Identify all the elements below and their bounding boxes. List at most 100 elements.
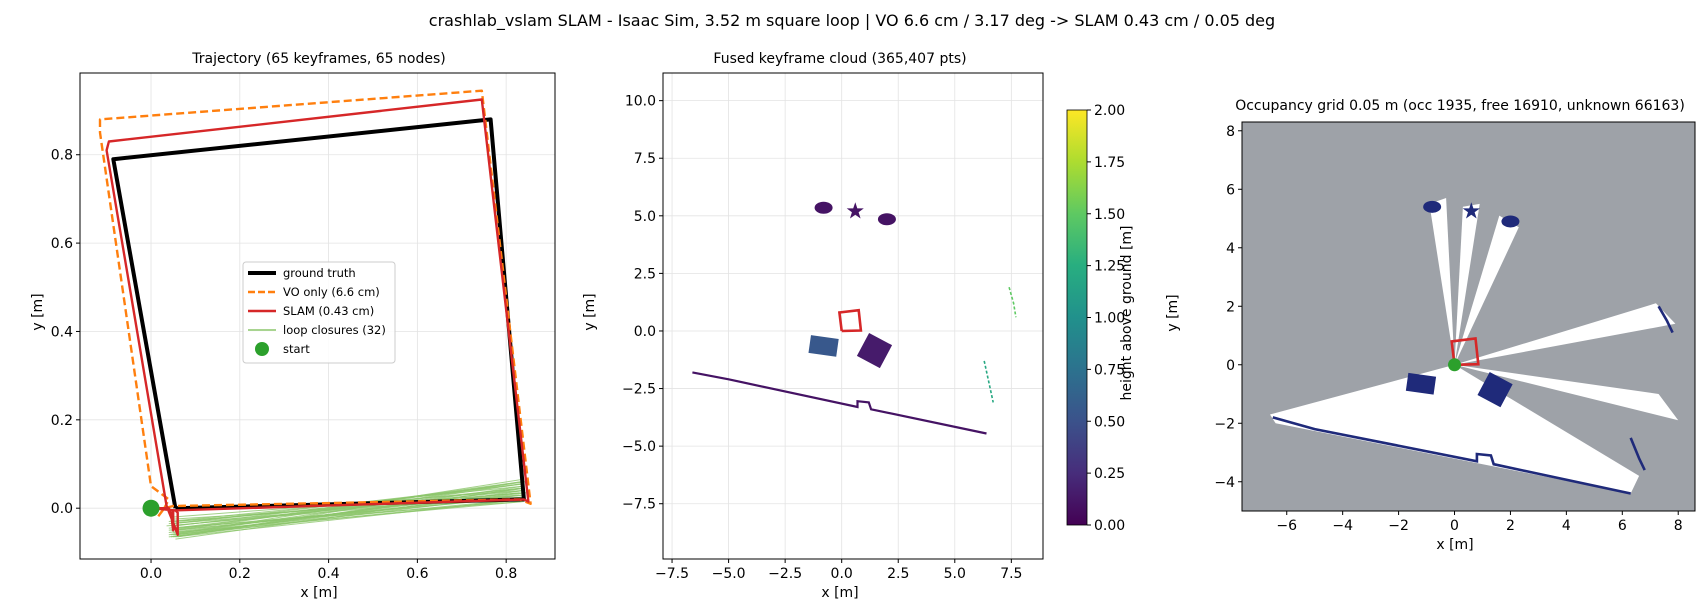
traj-ytick-label-2: 0.4 <box>51 324 73 340</box>
colorbar-tick-label-5: 1.25 <box>1094 259 1125 275</box>
legend-label-loop-closures: loop closures (32) <box>283 323 386 337</box>
grid-trajectory <box>1450 336 1480 367</box>
colorbar-tick-label-2: 0.50 <box>1094 414 1125 430</box>
cloud-ytick-label-4: 2.5 <box>634 266 656 282</box>
grid-ytick-label-0: −4 <box>1214 475 1235 491</box>
grid-ytick-label-4: 4 <box>1226 241 1235 257</box>
occupancy-ylabel: y [m] <box>1165 294 1181 331</box>
grid-frame <box>1241 121 1696 512</box>
occupancy-plot-area: −6 −4 −2 0 2 4 6 8 −4 −2 0 2 4 6 8 <box>1214 121 1696 534</box>
colorbar-tick-label-4: 1.00 <box>1094 311 1125 327</box>
grid-ytick-label-5: 6 <box>1226 182 1235 198</box>
grid-free-region-5 <box>1454 215 1519 365</box>
cloud-xtick-label-5: 5.0 <box>944 566 966 582</box>
legend-label-slam: SLAM (0.43 cm) <box>283 304 374 318</box>
cloud-xlabel: x [m] <box>821 585 858 601</box>
cloud-ytick-label-0: −7.5 <box>622 497 656 513</box>
cloud-colorbar: 0.00 0.25 0.50 0.75 1.00 1.25 1.50 1.75 2.00 <box>1066 103 1125 534</box>
cloud-plot-area: −7.5 −5.0 −2.5 0.0 2.5 5.0 7.5 −7.5 −5.0 −2.5 0.0 2… <box>622 72 1044 582</box>
cloud-cluster-1 <box>846 202 864 219</box>
occupancy-panel: Occupancy grid 0.05 m (occ 1935, free 16… <box>1165 98 1696 553</box>
cloud-xtick-label-0: −7.5 <box>655 566 689 582</box>
grid-wall-1 <box>1657 305 1674 334</box>
grid-occ-cluster-0 <box>1423 200 1442 213</box>
grid-occ-cluster-4 <box>1477 372 1513 408</box>
grid-free-region-3 <box>1429 198 1455 365</box>
grid-xtick-label-4: 2 <box>1506 518 1515 534</box>
colorbar-tick-label-3: 0.75 <box>1094 362 1125 378</box>
colorbar-tick-label-7: 1.75 <box>1094 155 1125 171</box>
grid-occ-cluster-1 <box>1462 202 1480 219</box>
grid-xtick-label-6: 6 <box>1618 518 1627 534</box>
grid-xtick-label-1: −4 <box>1332 518 1353 534</box>
traj-ytick-label-0: 0.0 <box>51 501 73 517</box>
traj-ytick-label-3: 0.6 <box>51 236 73 252</box>
cloud-xtick-label-4: 2.5 <box>887 566 909 582</box>
trajectory-plot-area: 0.0 0.2 0.4 0.6 0.8 0.0 0.2 0.4 0.6 0.8 <box>51 72 556 582</box>
grid-xtick-label-0: −6 <box>1276 518 1297 534</box>
grid-wall-2 <box>1629 437 1646 471</box>
legend-label-start: start <box>283 342 310 356</box>
traj-xtick-label-1: 0.2 <box>229 566 251 582</box>
grid-xtick-label-3: 0 <box>1450 518 1459 534</box>
cloud-title: Fused keyframe cloud (365,407 pts) <box>713 51 966 67</box>
grid-ytick-label-6: 8 <box>1226 124 1235 140</box>
cloud-ylabel: y [m] <box>582 293 598 330</box>
traj-xtick-label-0: 0.0 <box>140 566 162 582</box>
occupancy-title: Occupancy grid 0.05 m (occ 1935, free 16… <box>1235 98 1685 114</box>
grid-ytick-label-1: −2 <box>1214 416 1235 432</box>
grid-start-marker <box>1448 358 1462 372</box>
trajectory-legend: ground truth VO only (6.6 cm) SLAM (0.43… <box>242 261 396 364</box>
cloud-frame <box>662 72 1044 560</box>
cloud-trajectory <box>837 308 863 333</box>
trajectory-xlabel: x [m] <box>300 585 337 601</box>
legend-swatch-start <box>255 342 269 356</box>
cloud-ytick-label-5: 5.0 <box>634 209 656 225</box>
figure-suptitle: crashlab_vslam SLAM - Isaac Sim, 3.52 m … <box>429 11 1275 31</box>
trajectory-title: Trajectory (65 keyframes, 65 nodes) <box>191 51 445 67</box>
cloud-wall-1 <box>1008 286 1017 318</box>
start-marker <box>142 499 160 517</box>
cloud-cluster-0 <box>814 201 833 214</box>
cloud-xtick-label-1: −5.0 <box>712 566 746 582</box>
cloud-ytick-label-7: 10.0 <box>625 94 656 110</box>
traj-frame <box>79 72 556 560</box>
cloud-ytick-label-1: −5.0 <box>622 439 656 455</box>
cloud-cluster-2 <box>877 213 896 226</box>
colorbar-bar <box>1066 109 1088 526</box>
loop-closure-30 <box>175 492 524 522</box>
colorbar-tick-label-8: 2.00 <box>1094 103 1125 119</box>
cloud-cluster-4 <box>856 332 893 369</box>
colorbar-tick-label-1: 0.25 <box>1094 466 1125 482</box>
cloud-cluster-3 <box>808 335 839 357</box>
loop-closure-28 <box>170 490 524 527</box>
cloud-xtick-label-6: 7.5 <box>1000 566 1022 582</box>
cloud-ytick-label-6: 7.5 <box>634 151 656 167</box>
colorbar-label: height above ground [m] <box>1119 226 1135 401</box>
legend-label-ground-truth: ground truth <box>283 266 356 280</box>
legend-label-vo-only: VO only (6.6 cm) <box>283 285 380 299</box>
grid-ytick-label-3: 2 <box>1226 299 1235 315</box>
cloud-panel: Fused keyframe cloud (365,407 pts) −7.5 −… <box>582 51 1135 601</box>
traj-xtick-label-4: 0.8 <box>495 566 517 582</box>
occupancy-xlabel: x [m] <box>1436 537 1473 553</box>
traj-xtick-label-2: 0.4 <box>317 566 339 582</box>
traj-xtick-label-3: 0.6 <box>406 566 428 582</box>
cloud-xtick-label-3: 0.0 <box>831 566 853 582</box>
cloud-xtick-label-2: −2.5 <box>768 566 802 582</box>
loop-closure-25 <box>175 498 524 538</box>
traj-ytick-label-4: 0.8 <box>51 148 73 164</box>
grid-free-region-0 <box>1270 364 1640 494</box>
grid-xtick-label-5: 4 <box>1562 518 1571 534</box>
cloud-wall-2 <box>983 360 994 403</box>
colorbar-tick-label-6: 1.50 <box>1094 207 1125 223</box>
series-slam <box>105 98 530 536</box>
cloud-ytick-label-2: −2.5 <box>622 382 656 398</box>
colorbar-tick-label-0: 0.00 <box>1094 518 1125 534</box>
cloud-wall-0 <box>692 371 987 435</box>
grid-ytick-label-2: 0 <box>1226 358 1235 374</box>
grid-free-region-4 <box>1454 203 1480 365</box>
grid-wall-0 <box>1272 416 1631 495</box>
grid-free-region-1 <box>1454 303 1676 365</box>
